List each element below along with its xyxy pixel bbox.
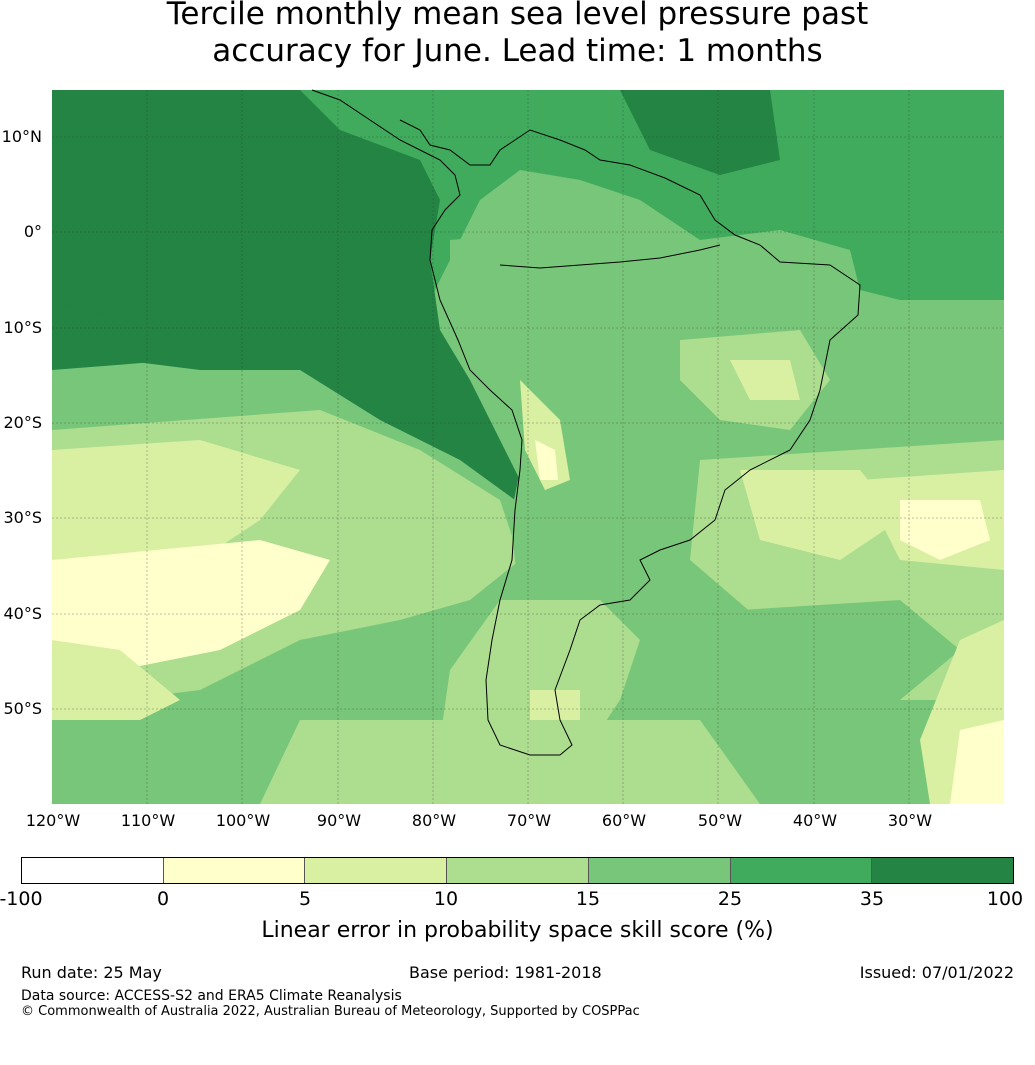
- issued-date: Issued: 07/01/2022: [859, 963, 1014, 982]
- colorbar-label: Linear error in probability space skill …: [261, 918, 774, 943]
- lon-label-60w: 60°W: [601, 811, 647, 830]
- colorbar-tick: 5: [298, 888, 312, 910]
- lon-label-40w: 40°W: [792, 811, 838, 830]
- colorbar-tick: 15: [575, 888, 601, 910]
- lon-label-80w: 80°W: [411, 811, 457, 830]
- colorbar-segment: [588, 858, 731, 883]
- copyright: © Commonwealth of Australia 2022, Austra…: [21, 1004, 640, 1019]
- lat-label-40s: 40°S: [3, 604, 42, 623]
- colorbar-segment: [305, 858, 448, 883]
- colorbar-segment: [163, 858, 306, 883]
- colorbar-tick: -100: [0, 888, 43, 910]
- lat-label-10s: 10°S: [3, 318, 42, 337]
- colorbar-tick: 100: [986, 888, 1024, 910]
- colorbar: [21, 857, 1014, 884]
- skill-field: [52, 90, 1004, 804]
- chart-title: Tercile monthly mean sea level pressure …: [0, 0, 1035, 70]
- colorbar-tick: 0: [156, 888, 170, 910]
- lat-label-10n: 10°N: [1, 127, 42, 146]
- colorbar-segment: [872, 858, 1014, 883]
- colorbar-segment: [22, 858, 164, 883]
- lon-label-110w: 110°W: [120, 811, 176, 830]
- title-line-1: Tercile monthly mean sea level pressure …: [166, 0, 869, 32]
- colorbar-tick: 35: [859, 888, 885, 910]
- skill-map: [52, 89, 1004, 804]
- lon-label-70w: 70°W: [506, 811, 552, 830]
- lat-label-20s: 20°S: [3, 413, 42, 432]
- coastline: [311, 89, 861, 756]
- lon-label-50w: 50°W: [697, 811, 743, 830]
- colorbar-segment: [447, 858, 589, 883]
- colorbar-segment: [730, 858, 873, 883]
- colorbar-tick: 10: [433, 888, 459, 910]
- lon-label-30w: 30°W: [887, 811, 933, 830]
- lon-label-100w: 100°W: [215, 811, 271, 830]
- lat-label-50s: 50°S: [3, 699, 42, 718]
- run-date: Run date: 25 May: [21, 963, 162, 982]
- colorbar-tick: 25: [717, 888, 743, 910]
- amazon-river: [499, 244, 721, 269]
- lon-label-90w: 90°W: [316, 811, 362, 830]
- title-line-2: accuracy for June. Lead time: 1 months: [212, 33, 823, 69]
- data-source: Data source: ACCESS-S2 and ERA5 Climate …: [21, 988, 402, 1004]
- base-period: Base period: 1981-2018: [409, 963, 602, 982]
- lon-label-120w: 120°W: [25, 811, 81, 830]
- lat-label-0: 0°: [23, 222, 42, 241]
- gridlines: [52, 90, 1004, 804]
- lat-label-30s: 30°S: [3, 508, 42, 527]
